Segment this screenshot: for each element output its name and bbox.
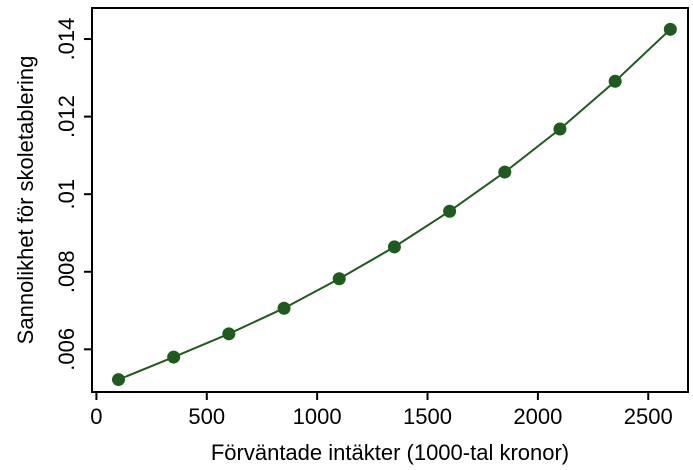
data-point [443,204,457,218]
plot-area-frame [91,7,689,393]
x-tick-label: 2000 [513,404,562,429]
y-tick-label: .014 [54,18,79,61]
y-tick-label: .01 [54,179,79,210]
x-tick-label: 1000 [293,404,342,429]
data-point [553,122,567,136]
y-axis: .006 .008 .01 .012 .014 [54,18,92,371]
y-tick-label: .008 [54,250,79,293]
x-tick-label: 1500 [403,404,452,429]
x-tick-label: 0 [90,404,102,429]
data-point [111,373,125,387]
x-axis: 0 500 1000 1500 2000 2500 [90,392,673,429]
data-point [608,74,622,88]
y-tick-label: .006 [54,328,79,371]
data-point [663,22,677,36]
data-point [222,327,236,341]
x-axis-title: Förväntade intäkter (1000-tal kronor) [211,440,569,465]
data-point [167,350,181,364]
data-point [277,301,291,315]
series-layer [111,22,677,387]
x-tick-label: 500 [188,404,225,429]
x-tick-label: 2500 [624,404,673,429]
y-tick-label: .012 [54,95,79,138]
series-line [118,28,671,381]
data-point [332,272,346,286]
data-point [498,165,512,179]
y-axis-title: Sannolikhet för skoletablering [13,56,38,345]
data-point [387,240,401,254]
